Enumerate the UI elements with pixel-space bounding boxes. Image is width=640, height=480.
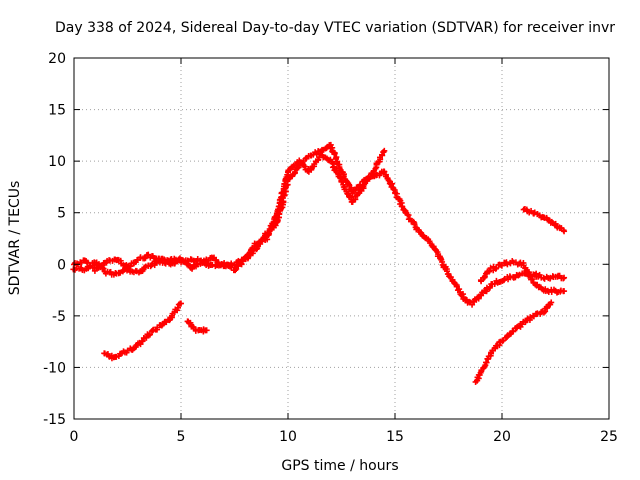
x-tick-label: 25: [600, 429, 618, 445]
axis-ticks: 0 5 10 15 20 25 -15 -10 -5 0 5 10 15 20: [43, 51, 618, 445]
data-point: [147, 331, 154, 338]
x-tick-label: 10: [279, 429, 297, 445]
data-point: [178, 300, 184, 307]
data-point: [483, 359, 490, 366]
x-tick-label: 0: [70, 429, 79, 445]
series-track-secondary: [70, 147, 388, 278]
y-tick-label: 0: [57, 257, 66, 273]
y-axis-label: SDTVAR / TECUs: [7, 181, 23, 296]
data-point: [399, 203, 406, 210]
y-tick-label: 20: [48, 51, 66, 67]
data-point: [510, 328, 517, 335]
y-tick-label: 15: [48, 103, 66, 119]
data-point: [235, 263, 242, 270]
y-tick-label: 10: [48, 154, 66, 170]
data-point: [529, 276, 536, 283]
data-point: [544, 305, 551, 312]
data-point: [561, 228, 568, 235]
y-tick-label: 5: [57, 206, 66, 222]
series-track-upper-evening: [520, 206, 568, 235]
chart-title: Day 338 of 2024, Sidereal Day-to-day VTE…: [55, 20, 615, 36]
data-point: [456, 286, 463, 293]
data-point: [203, 327, 210, 334]
data-point: [381, 147, 388, 154]
data-point: [498, 262, 505, 269]
series-track-lower-morning: [101, 300, 184, 362]
data-point: [411, 221, 418, 228]
data-point: [187, 319, 194, 326]
data-point: [91, 267, 98, 274]
data-point: [561, 274, 568, 281]
series-track-lower-short: [184, 318, 210, 335]
data-point: [481, 273, 488, 280]
data-point: [469, 301, 476, 308]
data-point: [334, 158, 341, 165]
series-track-main: [70, 141, 568, 308]
data-point: [339, 178, 346, 185]
data-point: [548, 218, 555, 225]
data-point: [561, 288, 568, 295]
series-track-lower-evening: [472, 299, 555, 385]
data-point: [548, 299, 555, 306]
data-point: [544, 287, 551, 294]
x-tick-label: 5: [177, 429, 186, 445]
y-tick-label: -15: [43, 412, 66, 428]
x-tick-label: 20: [493, 429, 511, 445]
x-tick-label: 15: [386, 429, 404, 445]
data-point: [174, 304, 181, 311]
data-point: [493, 265, 500, 272]
series-track-late-low: [477, 258, 568, 296]
data-point: [238, 260, 245, 267]
plot-frame: [73, 57, 610, 420]
grid-lines: [74, 58, 609, 419]
y-tick-label: -5: [52, 309, 66, 325]
data-point: [179, 257, 186, 264]
data-series: [70, 141, 568, 385]
data-point: [275, 203, 282, 210]
x-axis-label: GPS time / hours: [281, 458, 398, 474]
data-point: [367, 173, 374, 180]
y-tick-label: -10: [43, 360, 66, 376]
